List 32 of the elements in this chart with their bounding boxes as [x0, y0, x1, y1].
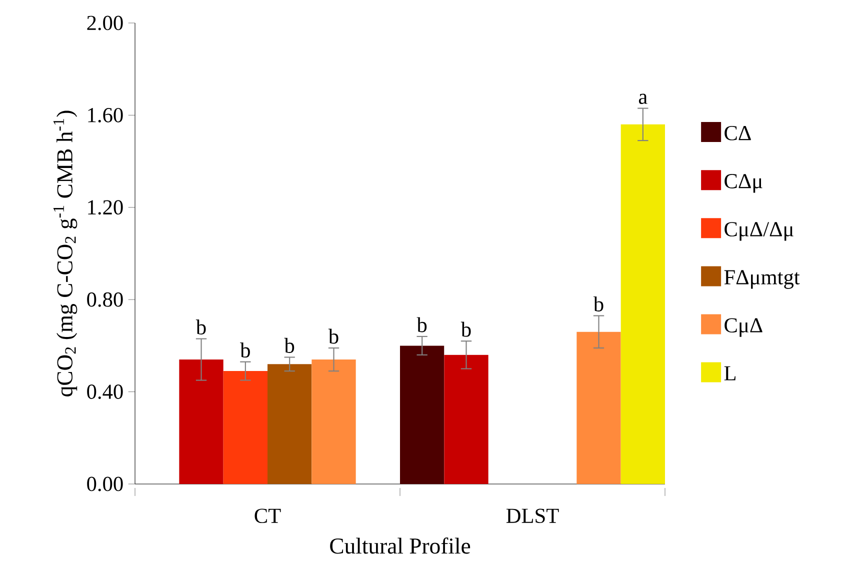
- y-tick-label: 0.00: [87, 476, 123, 492]
- x-tick-label: DLST: [506, 508, 559, 524]
- y-tick-label: 0.80: [87, 292, 123, 307]
- data-label: b: [328, 328, 338, 344]
- data-label: b: [593, 296, 604, 312]
- data-label: a: [638, 94, 648, 104]
- legend-label: L: [724, 366, 736, 380]
- y-tick-label: 0.40: [87, 384, 123, 400]
- data-label: b: [460, 322, 471, 337]
- data-label: b: [284, 338, 294, 353]
- bar: [620, 124, 665, 484]
- bar: [400, 346, 444, 484]
- legend-label: CΔμ: [724, 174, 762, 193]
- y-tick-label: 1.60: [88, 108, 123, 122]
- bar: [312, 360, 356, 484]
- bar: [223, 371, 268, 484]
- bar: [576, 332, 621, 484]
- bar: [268, 364, 312, 484]
- text: qCO$_{2}$ (mg C-CO$_{2}$ g$^{-1}$ CMB h$^{-1}$): [53, 110, 78, 396]
- legend-label: CμΔ: [724, 318, 762, 337]
- x-axis-title: Cultural Profile: [330, 538, 470, 554]
- data-label: b: [240, 342, 250, 358]
- y-tick-label: 2.00: [87, 16, 123, 30]
- data-label: b: [196, 319, 206, 335]
- x-tick-label: CT: [254, 508, 281, 524]
- bar: [444, 354, 488, 484]
- y-tick-label: 1.20: [88, 200, 123, 215]
- bar: [179, 360, 224, 484]
- legend-label: FΔμmtgt: [724, 270, 800, 289]
- legend-label: CΔ: [724, 126, 751, 140]
- data-label: b: [416, 317, 427, 332]
- legend-label: CμΔ/Δμ: [724, 222, 794, 241]
